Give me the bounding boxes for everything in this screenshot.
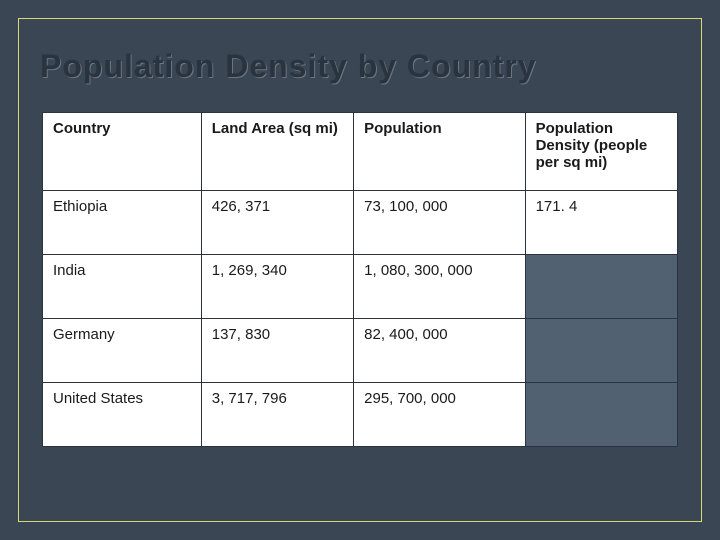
table-row: United States3, 717, 796295, 700, 000	[43, 383, 678, 447]
table-header-row: Country Land Area (sq mi) Population Pop…	[43, 113, 678, 191]
cell-density	[525, 255, 677, 319]
table-row: India1, 269, 3401, 080, 300, 000	[43, 255, 678, 319]
cell-density: 171. 4	[525, 191, 677, 255]
cell-density	[525, 319, 677, 383]
density-table: Country Land Area (sq mi) Population Pop…	[42, 112, 678, 447]
cell-land-area: 3, 717, 796	[201, 383, 353, 447]
cell-country: Ethiopia	[43, 191, 202, 255]
page-title: Population Density by Country	[40, 48, 537, 85]
cell-population: 73, 100, 000	[354, 191, 525, 255]
cell-population: 295, 700, 000	[354, 383, 525, 447]
cell-land-area: 137, 830	[201, 319, 353, 383]
col-population: Population	[354, 113, 525, 191]
cell-country: Germany	[43, 319, 202, 383]
cell-land-area: 1, 269, 340	[201, 255, 353, 319]
cell-population: 82, 400, 000	[354, 319, 525, 383]
cell-country: India	[43, 255, 202, 319]
cell-country: United States	[43, 383, 202, 447]
cell-population: 1, 080, 300, 000	[354, 255, 525, 319]
density-table-container: Country Land Area (sq mi) Population Pop…	[42, 112, 678, 447]
cell-density	[525, 383, 677, 447]
table-body: Ethiopia426, 37173, 100, 000171. 4India1…	[43, 191, 678, 447]
table-row: Ethiopia426, 37173, 100, 000171. 4	[43, 191, 678, 255]
col-density: Population Density (people per sq mi)	[525, 113, 677, 191]
cell-land-area: 426, 371	[201, 191, 353, 255]
col-country: Country	[43, 113, 202, 191]
table-row: Germany137, 83082, 400, 000	[43, 319, 678, 383]
col-land-area: Land Area (sq mi)	[201, 113, 353, 191]
